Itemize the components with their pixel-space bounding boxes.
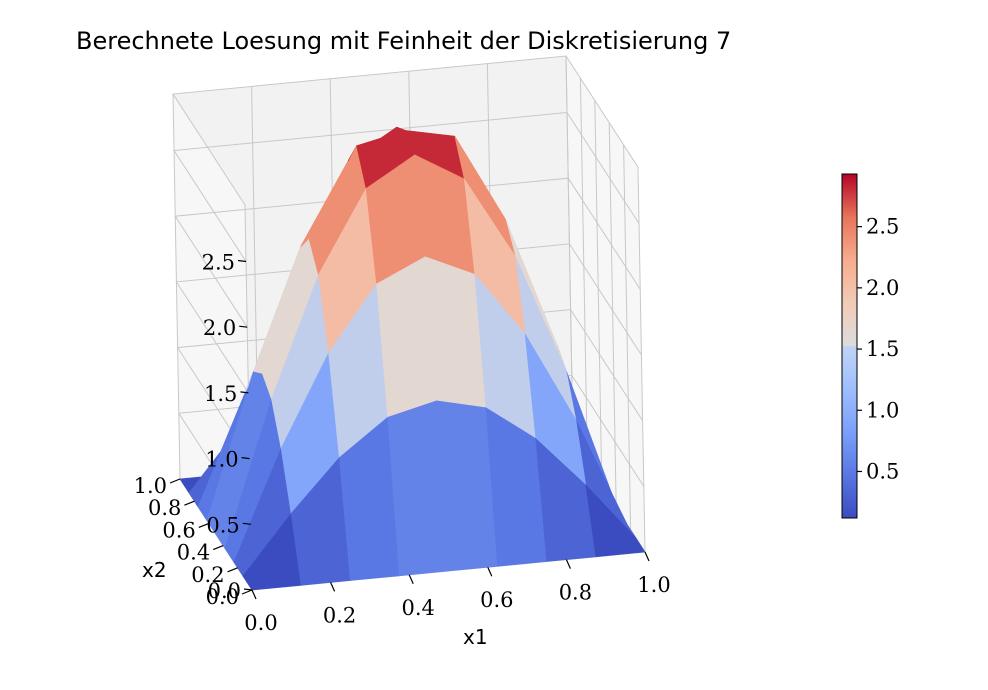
x-tick-label: 1.0 <box>637 573 670 597</box>
y-tick-label: 0.2 <box>191 563 224 587</box>
y-axis-label: x2 <box>142 558 167 582</box>
x-tick-mark <box>644 551 650 562</box>
x-tick-mark <box>408 574 414 585</box>
z-tick-mark <box>241 457 250 460</box>
colorbar: 0.5 1.0 1.5 2.0 2.5 <box>841 173 899 519</box>
y-tick-mark <box>198 522 210 528</box>
colorbar-tick-label: 0.5 <box>866 459 899 483</box>
z-tick-label: 1.5 <box>204 382 237 406</box>
z-tick-mark <box>240 391 249 394</box>
x-tick-mark <box>487 566 493 577</box>
x-tick-mark <box>330 582 336 592</box>
z-tick-label: 2.0 <box>203 316 236 340</box>
z-tick-mark <box>242 522 251 525</box>
colorbar-gradient <box>841 173 858 519</box>
colorbar-tick-label: 2.5 <box>866 215 899 239</box>
y-tick-mark <box>169 478 181 484</box>
y-tick-mark <box>227 567 238 573</box>
colorbar-tick-label: 1.5 <box>866 337 899 361</box>
y-tick-mark <box>241 589 253 595</box>
z-tick-mark <box>243 588 253 591</box>
colorbar-tick-label: 1.0 <box>866 398 899 422</box>
y-tick-mark <box>184 500 195 506</box>
surface-mesh <box>179 126 646 591</box>
z-grid-line <box>173 111 640 262</box>
z-tick-label: 0.0 <box>208 579 241 603</box>
y-tick-label: 0.0 <box>206 585 239 609</box>
z-tick-mark <box>239 325 248 328</box>
x-tick-mark <box>565 559 571 569</box>
z-tick-label: 2.5 <box>202 251 235 275</box>
y-tick-label: 1.0 <box>134 474 167 498</box>
z-tick-label: 0.5 <box>206 513 239 537</box>
x-tick-mark <box>251 589 257 600</box>
x-axis-label: x1 <box>463 625 488 649</box>
x-tick-label: 0.0 <box>244 611 277 635</box>
x-tick-label: 0.4 <box>401 596 434 620</box>
y-tick-mark <box>212 545 224 551</box>
y-tick-label: 0.8 <box>148 496 181 520</box>
axis-ticks: 0.0 0.2 0.4 0.6 0.8 1.00.00.20.40.60.81.00.00… <box>134 251 671 635</box>
x-tick-label: 0.6 <box>480 588 513 612</box>
colorbar-tick-label: 2.0 <box>866 276 899 300</box>
chart-title: Berechnete Loesung mit Feinheit der Disk… <box>76 27 731 55</box>
x-tick-label: 0.2 <box>323 603 356 627</box>
surface-face <box>585 484 646 558</box>
z-tick-label: 1.0 <box>205 448 238 472</box>
x-tick-label: 0.8 <box>559 581 592 605</box>
top-frame <box>172 55 639 206</box>
y-tick-label: 0.4 <box>177 541 210 565</box>
y-tick-label: 0.6 <box>162 518 195 542</box>
z-tick-mark <box>237 259 247 263</box>
